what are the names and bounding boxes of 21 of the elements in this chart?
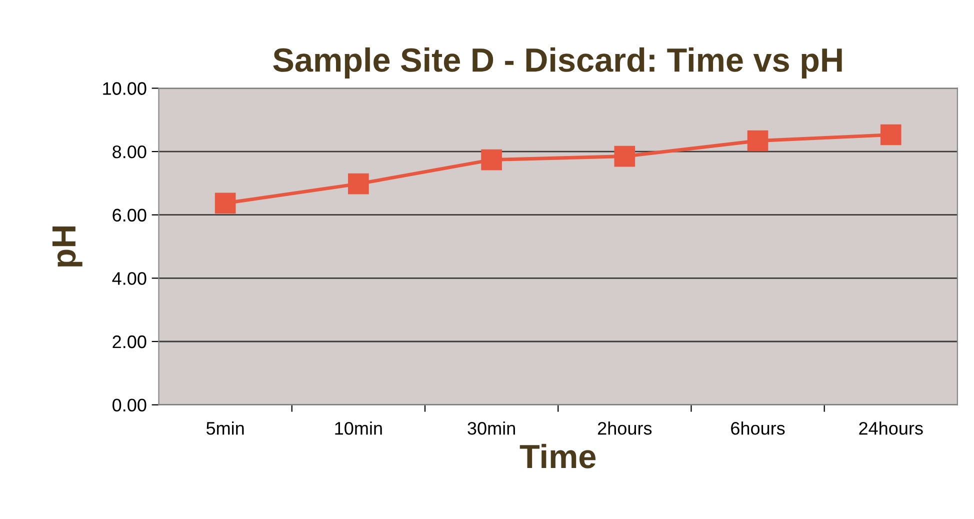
x-tick-label: 10min <box>335 421 382 435</box>
y-axis-title: pH <box>52 226 82 267</box>
x-tick-label: 2hours <box>598 421 652 435</box>
y-tick-label: 10.00 <box>103 82 146 95</box>
x-tick-label: 30min <box>468 421 515 435</box>
x-axis-title: Time <box>520 444 596 468</box>
y-tick-label: 6.00 <box>112 208 146 222</box>
y-tick-label: 0.00 <box>112 398 146 412</box>
y-tick-label: 2.00 <box>112 335 146 348</box>
point <box>481 149 502 170</box>
point <box>747 130 768 152</box>
x-tick-label: 24hours <box>859 421 923 435</box>
y-tick-label: 4.00 <box>112 272 146 285</box>
x-tick-label: 6hours <box>731 421 785 435</box>
y-tick-label: 8.00 <box>112 145 146 158</box>
chart-title: Sample Site D - Discard: Time vs pH <box>273 47 842 78</box>
point <box>880 124 902 146</box>
point <box>348 173 369 194</box>
x-tick-label: 5min <box>206 421 244 435</box>
point <box>614 146 636 167</box>
point <box>214 192 236 214</box>
